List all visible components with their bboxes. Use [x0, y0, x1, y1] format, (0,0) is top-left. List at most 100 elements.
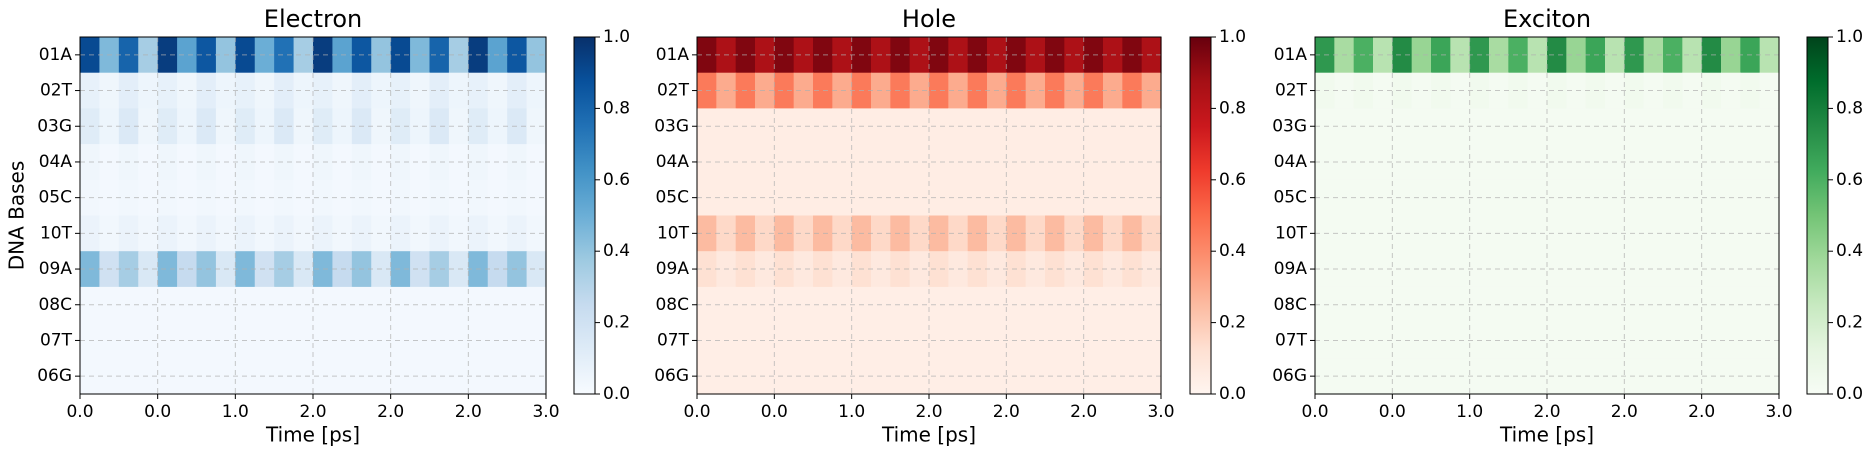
- heatmap-cell: [1045, 322, 1065, 359]
- heatmap-cell: [429, 108, 450, 145]
- heatmap-cell: [1643, 72, 1664, 109]
- heatmap-cell: [507, 72, 528, 109]
- heatmap-cell: [1392, 322, 1413, 359]
- heatmap-cell: [410, 322, 431, 359]
- heatmap-cell: [507, 215, 528, 252]
- heatmap-cell: [429, 286, 450, 324]
- heatmap-cell: [177, 286, 198, 324]
- heatmap-cell: [157, 322, 178, 359]
- x-tick-label: 2.0: [1688, 402, 1715, 422]
- heatmap-cell: [1527, 72, 1548, 109]
- y-tick-label: 01A: [1274, 45, 1308, 65]
- heatmap-cell: [138, 179, 159, 217]
- colorbar-tick-label: 0.0: [1219, 384, 1246, 404]
- heatmap-cell: [1508, 108, 1529, 145]
- chart-title: Electron: [264, 5, 362, 33]
- heatmap-cell: [410, 286, 431, 324]
- heatmap-cell: [293, 108, 314, 145]
- heatmap-cell: [1527, 358, 1548, 395]
- heatmap-cell: [813, 322, 833, 359]
- heatmap-cell: [410, 108, 431, 145]
- heatmap-cell: [429, 179, 450, 217]
- heatmap-cell: [813, 179, 833, 217]
- heatmap-cell: [177, 37, 198, 74]
- heatmap-cell: [1547, 358, 1567, 395]
- heatmap-cell: [1682, 72, 1703, 109]
- heatmap-cell: [526, 322, 547, 359]
- heatmap-cell: [390, 215, 411, 252]
- heatmap-cell: [1682, 179, 1703, 217]
- heatmap-cell: [1682, 215, 1703, 252]
- heatmap-cell: [1064, 72, 1085, 109]
- colorbar-tick-label: 0.0: [1836, 384, 1863, 404]
- heatmap-cell: [793, 179, 814, 217]
- heatmap-cell: [1411, 251, 1432, 288]
- heatmap-cell: [293, 215, 314, 252]
- heatmap-cell: [890, 179, 911, 217]
- heatmap-cell: [774, 144, 795, 181]
- heatmap-cell: [929, 251, 949, 288]
- heatmap-cell: [293, 251, 314, 288]
- colorbar: [1189, 36, 1212, 395]
- heatmap-cell: [1663, 179, 1683, 217]
- heatmap-cell: [410, 72, 431, 109]
- heatmap-cell: [929, 144, 949, 181]
- y-tick-label: 07T: [40, 330, 73, 350]
- heatmap-cell: [1643, 37, 1664, 74]
- heatmap-cell: [929, 179, 949, 217]
- heatmap-cell: [1527, 108, 1548, 145]
- colorbar-tick-label: 1.0: [603, 27, 630, 47]
- heatmap-cell: [507, 144, 528, 181]
- colorbar-tick-label: 1.0: [1219, 27, 1246, 47]
- heatmap-cell: [1064, 358, 1085, 395]
- colorbar: [573, 36, 596, 395]
- heatmap-cell: [274, 358, 295, 395]
- heatmap-cell: [1643, 358, 1664, 395]
- y-tick-label: 01A: [656, 45, 690, 65]
- heatmap-cell: [410, 358, 431, 395]
- heatmap-cell: [1025, 179, 1046, 217]
- heatmap-cell: [1527, 286, 1548, 324]
- heatmap-cell: [1045, 358, 1065, 395]
- x-tick-label: 1.0: [1456, 402, 1483, 422]
- heatmap-cell: [909, 215, 930, 252]
- heatmap-cell: [1663, 37, 1683, 74]
- heatmap-cell: [1431, 144, 1451, 181]
- heatmap-cell: [1411, 179, 1432, 217]
- heatmap-cell: [274, 144, 295, 181]
- heatmap-cell: [1025, 251, 1046, 288]
- y-tick-label: 08C: [38, 295, 72, 315]
- colorbar-tick-label: 0.0: [603, 384, 630, 404]
- heatmap-cell: [1411, 108, 1432, 145]
- heatmap-cell: [890, 37, 911, 74]
- heatmap-cell: [1682, 144, 1703, 181]
- heatmap-cell: [1025, 322, 1046, 359]
- x-tick-label: 0.0: [144, 402, 171, 422]
- heatmap-cell: [1547, 144, 1567, 181]
- heatmap-cell: [1411, 215, 1432, 252]
- x-tick-label: 0.0: [1301, 402, 1328, 422]
- x-tick-label: 2.0: [1611, 402, 1638, 422]
- heatmap-cell: [1547, 179, 1567, 217]
- colorbar-tick-label: 1.0: [1836, 27, 1863, 47]
- y-tick-label: 03G: [37, 116, 72, 136]
- heatmap-cell: [1643, 286, 1664, 324]
- heatmap-cell: [390, 358, 411, 395]
- heatmap-cell: [274, 215, 295, 252]
- heatmap-cell: [1025, 215, 1046, 252]
- heatmap-cell: [890, 286, 911, 324]
- heatmap-cell: [1045, 144, 1065, 181]
- heatmap-cell: [774, 108, 795, 145]
- x-tick-label: 2.0: [915, 402, 942, 422]
- heatmap-cell: [138, 37, 159, 74]
- heatmap-cell: [793, 144, 814, 181]
- heatmap-cell: [138, 72, 159, 109]
- heatmap-cell: [1045, 286, 1065, 324]
- heatmap-cell: [1431, 108, 1451, 145]
- heatmap-cell: [390, 37, 411, 74]
- heatmap-cell: [274, 251, 295, 288]
- heatmap-cell: [526, 37, 547, 74]
- heatmap-cell: [293, 286, 314, 324]
- heatmap-cell: [1663, 322, 1683, 359]
- heatmap-cell: [1431, 358, 1451, 395]
